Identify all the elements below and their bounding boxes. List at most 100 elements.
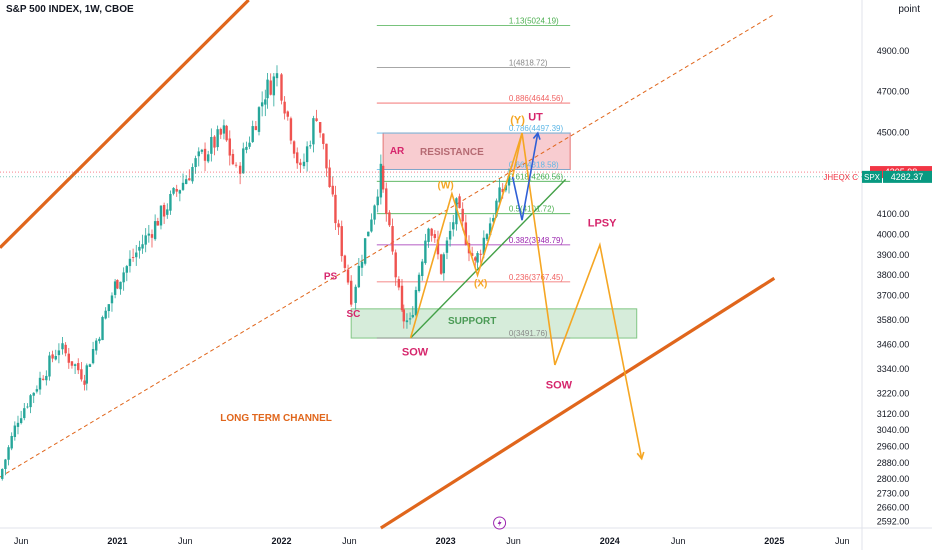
candle-body	[289, 118, 293, 141]
candle-body	[88, 364, 92, 367]
x-tick-label: Jun	[506, 536, 521, 546]
candle	[228, 130, 231, 166]
candle	[331, 176, 334, 197]
candle-body	[125, 266, 129, 273]
candle	[95, 338, 98, 355]
candle-body	[292, 141, 296, 154]
candle-body	[257, 107, 261, 132]
candle-body	[370, 219, 373, 232]
candle	[408, 312, 412, 325]
fib-label-0.5: 0.5(4101.72)	[509, 205, 555, 214]
candle-body	[1, 469, 4, 479]
candle-body	[213, 136, 216, 148]
candle	[104, 307, 107, 320]
candle-body	[445, 240, 449, 253]
price-badge-label: 4282.37	[891, 172, 924, 182]
candle-body	[64, 344, 67, 354]
candle-body	[260, 102, 264, 107]
candle	[144, 228, 147, 253]
candle-body	[153, 221, 157, 240]
candle-body	[7, 447, 10, 460]
candle-body	[272, 76, 276, 96]
y-tick-label: 3040.00	[877, 425, 910, 435]
price-axis-unit: point	[898, 4, 920, 15]
candle-body	[424, 240, 427, 264]
candle-body	[325, 143, 328, 169]
y-tick-label: 3460.00	[877, 340, 910, 350]
candle	[322, 133, 325, 150]
candle-body	[38, 377, 42, 390]
candle-body	[495, 200, 498, 217]
y-tick-label: 3800.00	[877, 270, 910, 280]
candle	[328, 159, 331, 188]
candle	[200, 148, 204, 155]
candle	[156, 217, 160, 226]
candle	[373, 204, 376, 225]
candle	[289, 116, 293, 145]
candle-body	[334, 194, 337, 224]
annotation-ut: UT	[528, 111, 543, 123]
candle	[309, 140, 312, 149]
candle	[292, 140, 296, 159]
candle	[1, 468, 4, 481]
x-tick-label: 2021	[107, 536, 127, 546]
candle-body	[360, 261, 364, 268]
candle	[448, 222, 452, 247]
annotation--x-: (X)	[474, 278, 487, 289]
candle-body	[150, 234, 154, 238]
candle-body	[162, 204, 166, 217]
candle	[116, 279, 119, 290]
candle	[54, 349, 57, 361]
candle-body	[70, 361, 74, 366]
candle	[203, 142, 207, 172]
candle-body	[216, 129, 219, 148]
candle	[286, 110, 289, 121]
candle-body	[67, 353, 70, 363]
candle	[178, 189, 182, 202]
candle-body	[57, 350, 61, 356]
fib-label-0.618: 0.618(4260.56)	[509, 172, 564, 181]
candle	[85, 363, 88, 391]
candle-body	[61, 343, 64, 350]
candle-body	[507, 176, 511, 186]
candle	[23, 403, 26, 421]
candle	[61, 336, 64, 355]
annotation-sow: SOW	[402, 347, 429, 359]
candle-body	[191, 167, 194, 182]
candle-body	[504, 185, 508, 191]
candle-body	[197, 151, 200, 157]
candle	[354, 284, 357, 310]
price-badge-tag-bg	[862, 170, 882, 183]
candle	[234, 162, 238, 168]
y-tick-label: 2960.00	[877, 441, 910, 451]
candle	[370, 213, 373, 233]
candle	[35, 385, 39, 394]
candle-body	[283, 101, 286, 114]
candle-body	[172, 187, 175, 194]
candle-body	[80, 369, 83, 380]
candle	[29, 394, 32, 414]
candle-body	[501, 189, 504, 193]
candle	[445, 237, 449, 260]
candle	[280, 72, 283, 105]
candle	[73, 363, 77, 375]
candle	[16, 415, 20, 435]
candle-body	[169, 193, 172, 211]
candle	[388, 210, 391, 227]
candle	[45, 370, 48, 386]
fib-label-0.382: 0.382(3948.79)	[509, 236, 564, 245]
candle	[394, 249, 397, 286]
candle-body	[485, 234, 489, 240]
candle-body	[322, 133, 325, 144]
candle	[257, 106, 261, 136]
candle	[340, 220, 343, 262]
candle	[125, 264, 129, 282]
candle	[349, 275, 353, 307]
candle	[19, 410, 23, 425]
candle-body	[381, 165, 385, 190]
y-tick-label: 2592.00	[877, 516, 910, 526]
candle	[67, 347, 70, 369]
candle-body	[219, 128, 222, 135]
